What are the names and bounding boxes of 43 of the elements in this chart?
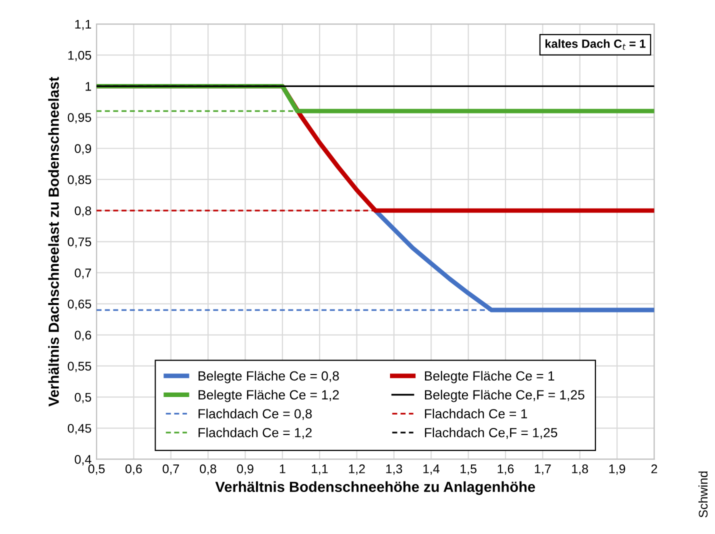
y-tick-label: 0,8 bbox=[74, 206, 92, 217]
legend-label: Flachdach Ce = 0,8 bbox=[198, 408, 312, 420]
y-tick-label: 1,1 bbox=[75, 20, 92, 30]
legend-label: Flachdach Ce,F = 1,25 bbox=[424, 428, 558, 439]
y-tick-label: 0,5 bbox=[74, 392, 92, 404]
x-tick-label: 2 bbox=[651, 464, 658, 474]
legend-label: Flachdach Ce = 1,2 bbox=[198, 428, 312, 439]
x-tick-label: 0,7 bbox=[162, 464, 179, 475]
x-tick-label: 0,9 bbox=[237, 464, 254, 475]
x-tick-label: 1,6 bbox=[498, 464, 514, 475]
legend-label: Flachdach Ce = 1 bbox=[424, 408, 528, 418]
x-tick-label: 1,3 bbox=[386, 464, 402, 475]
x-tick-label: 1 bbox=[280, 464, 286, 474]
y-tick-label: 0,6 bbox=[74, 330, 92, 342]
legend-label: Belegte Fläche Ce,F = 1,25 bbox=[424, 390, 584, 402]
y-tick-label: 0,55 bbox=[68, 362, 92, 372]
x-tick-label: 1,4 bbox=[423, 464, 440, 475]
x-tick-label: 1,1 bbox=[312, 464, 328, 475]
x-tick-label: 1,7 bbox=[534, 464, 551, 475]
y-tick-label: 1,05 bbox=[68, 50, 92, 62]
y-axis-title: Verhältnis Dachschneelast zu Bodenschneelast bbox=[48, 76, 59, 406]
y-tick-label: 0,7 bbox=[74, 268, 92, 279]
x-tick-label: 0,8 bbox=[200, 464, 216, 475]
legend-label: Belegte Fläche Ce = 1 bbox=[424, 370, 554, 384]
y-tick-label: 0,45 bbox=[68, 424, 92, 434]
x-tick-label: 0,6 bbox=[126, 464, 142, 475]
x-tick-label: 1,5 bbox=[460, 464, 476, 475]
y-tick-label: 0,4 bbox=[74, 455, 92, 466]
y-tick-label: 1 bbox=[86, 82, 92, 91]
y-tick-label: 0,95 bbox=[68, 113, 92, 124]
legend-label: Belegte Fläche Ce = 1,2 bbox=[198, 390, 339, 402]
x-tick-label: 1,8 bbox=[572, 464, 588, 475]
x-tick-label: 1,2 bbox=[349, 464, 365, 475]
y-tick-label: 0,9 bbox=[74, 144, 92, 155]
y-tick-label: 0,85 bbox=[68, 175, 92, 186]
legend-label: Belegte Fläche Ce = 0,8 bbox=[198, 370, 339, 384]
annotation: kaltes Dach C$_{t}$ = 1 bbox=[546, 39, 646, 50]
x-axis-title: Verhältnis Bodenschneehöhe zu Anlagenhöhe bbox=[215, 481, 536, 495]
x-tick-label: 0,5 bbox=[88, 464, 105, 475]
y-tick-label: 0,75 bbox=[68, 237, 92, 248]
text: Schwind bbox=[698, 472, 708, 518]
y-tick-label: 0,65 bbox=[68, 300, 92, 310]
x-tick-label: 1,9 bbox=[609, 464, 626, 475]
